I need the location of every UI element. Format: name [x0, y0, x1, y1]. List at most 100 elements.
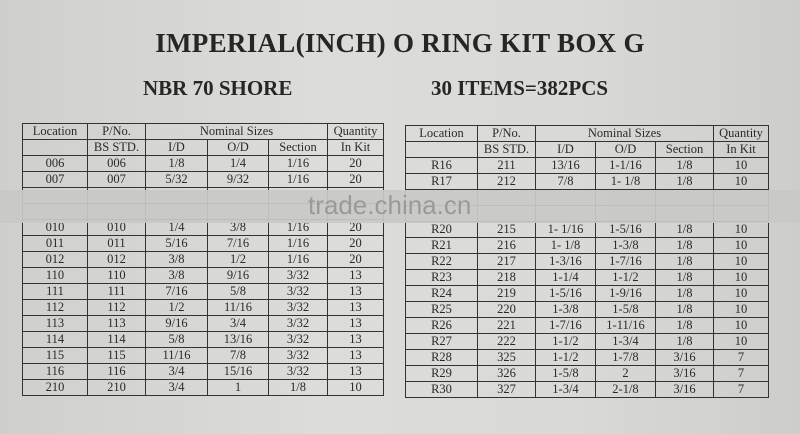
cell-quantity: 10 [713, 221, 770, 238]
cell-section: 3/16 [654, 349, 715, 366]
cell-quantity: 20 [327, 171, 385, 188]
cell-quantity: 10 [713, 173, 770, 190]
cell-pno: 216 [477, 237, 536, 254]
cell-quantity: 7 [713, 381, 770, 398]
table-row: 010 010 1/4 3/8 1/16 20 [22, 219, 385, 236]
cell-id: 5/32 [145, 171, 208, 188]
cell-section: 1/8 [654, 157, 715, 174]
cell-od: 1/4 [207, 155, 269, 172]
item-count-subtitle: 30 ITEMS=382PCS [431, 76, 609, 100]
cell-pno: 325 [477, 349, 536, 366]
cell-pno: 217 [477, 253, 536, 270]
cell-id: 7/16 [145, 283, 208, 300]
header-location: Location [405, 125, 478, 142]
table-row: R29 326 1-5/8 2 3/16 7 [405, 365, 770, 382]
cell-id: 3/8 [145, 251, 208, 268]
cell-section: 1/16 [267, 251, 329, 268]
cell-quantity: 13 [327, 347, 385, 364]
cell-quantity: 10 [713, 157, 770, 174]
cell-od: 9/32 [207, 171, 269, 188]
cell-section: 3/32 [267, 331, 329, 348]
table-row: R25 220 1-3/8 1-5/8 1/8 10 [405, 301, 770, 318]
material-subtitle: NBR 70 SHORE [143, 76, 293, 100]
cell-od: 13/16 [207, 331, 269, 348]
cell-section: 3/16 [654, 381, 715, 398]
cell-od: 3/4 [207, 315, 269, 332]
cell-pno: 219 [477, 285, 536, 302]
subheader-row: BS STD. I/D O/D Section In Kit [405, 141, 770, 158]
cell-location: 012 [22, 251, 88, 268]
table-row: 011 011 5/16 7/16 1/16 20 [22, 235, 385, 252]
cell-od: 1 [207, 379, 269, 396]
watermark: trade.china.cn [308, 190, 472, 220]
cell-pno: 116 [87, 363, 146, 380]
cell-od: 1-7/16 [595, 253, 656, 270]
cell-pno: 221 [477, 317, 536, 334]
cell-id: 1-3/8 [535, 301, 596, 318]
cell-od: 1-5/8 [595, 301, 656, 318]
cell-location: 111 [22, 283, 88, 300]
header-pno: P/No. [87, 123, 146, 140]
cell-id: 11/16 [145, 347, 208, 364]
cell-od: 1-1/2 [595, 269, 656, 286]
cell-id: 1-1/2 [535, 349, 596, 366]
cell-quantity: 10 [713, 237, 770, 254]
subheader-od: O/D [595, 141, 656, 158]
cell-section: 3/32 [267, 363, 329, 380]
cell-pno: 012 [87, 251, 146, 268]
cell-location: R27 [405, 333, 478, 350]
table-row: R20 215 1- 1/16 1-5/16 1/8 10 [405, 221, 770, 238]
cell-od: 2 [595, 365, 656, 382]
cell-location: R20 [405, 221, 478, 238]
cell-quantity: 7 [713, 349, 770, 366]
cell-section: 3/32 [267, 347, 329, 364]
cell-section: 1/16 [267, 155, 329, 172]
header-pno: P/No. [477, 125, 536, 142]
cell-section: 1/8 [654, 221, 715, 238]
cell-id: 1-5/8 [535, 365, 596, 382]
cell-quantity: 10 [713, 253, 770, 270]
cell-quantity: 13 [327, 299, 385, 316]
cell-location: R16 [405, 157, 478, 174]
cell-location: R28 [405, 349, 478, 366]
subheader-row: BS STD. I/D O/D Section In Kit [22, 139, 385, 156]
cell-id: 9/16 [145, 315, 208, 332]
table-row: 114 114 5/8 13/16 3/32 13 [22, 331, 385, 348]
cell-location: 006 [22, 155, 88, 172]
cell-id: 5/16 [145, 235, 208, 252]
cell-pno: 011 [87, 235, 146, 252]
subheader-bs-std: BS STD. [87, 139, 146, 156]
table-row: R24 219 1-5/16 1-9/16 1/8 10 [405, 285, 770, 302]
cell-id: 1-3/16 [535, 253, 596, 270]
cell-location: 113 [22, 315, 88, 332]
cell-id: 1-7/16 [535, 317, 596, 334]
cell-pno: 113 [87, 315, 146, 332]
cell-id: 3/8 [145, 267, 208, 284]
cell-id: 1-1/2 [535, 333, 596, 350]
cell-od: 1/2 [207, 251, 269, 268]
cell-quantity: 20 [327, 235, 385, 252]
cell-location: R24 [405, 285, 478, 302]
table-row: 110 110 3/8 9/16 3/32 13 [22, 267, 385, 284]
cell-id: 13/16 [535, 157, 596, 174]
table-row: 006 006 1/8 1/4 1/16 20 [22, 155, 385, 172]
cell-id: 1- 1/8 [535, 237, 596, 254]
cell-id: 1- 1/16 [535, 221, 596, 238]
cell-od: 7/8 [207, 347, 269, 364]
cell-section: 1/8 [654, 269, 715, 286]
cell-od: 1-9/16 [595, 285, 656, 302]
table-row: 111 111 7/16 5/8 3/32 13 [22, 283, 385, 300]
cell-pno: 210 [87, 379, 146, 396]
cell-od: 1-7/8 [595, 349, 656, 366]
cell-od: 15/16 [207, 363, 269, 380]
cell-location: 115 [22, 347, 88, 364]
cell-section: 1/16 [267, 171, 329, 188]
cell-quantity: 13 [327, 315, 385, 332]
cell-section: 3/32 [267, 267, 329, 284]
cell-pno: 112 [87, 299, 146, 316]
cell-pno: 115 [87, 347, 146, 364]
table-row: R22 217 1-3/16 1-7/16 1/8 10 [405, 253, 770, 270]
cell-pno: 211 [477, 157, 536, 174]
cell-section: 3/32 [267, 299, 329, 316]
cell-location: 116 [22, 363, 88, 380]
